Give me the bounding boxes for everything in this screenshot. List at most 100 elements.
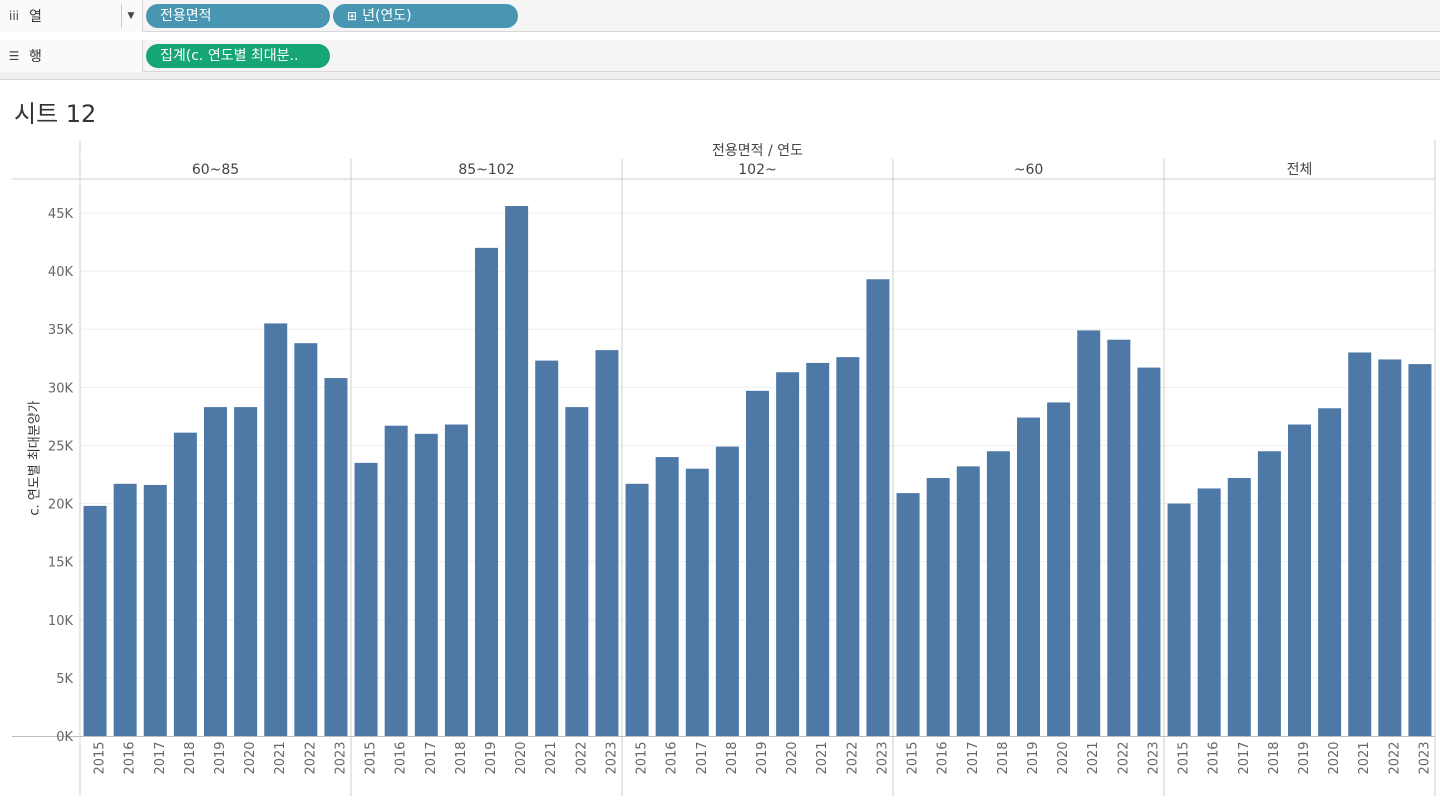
sheet-title: 시트 12 [14, 100, 97, 128]
pill-measure-max-price-label: 집계(c. 연도별 최대분.. [160, 48, 299, 64]
bar [956, 466, 980, 736]
bar [113, 483, 137, 736]
y-tick-label: 40K [48, 265, 74, 280]
y-tick-label: 35K [48, 323, 74, 338]
bar [806, 362, 830, 736]
x-tick-label: 2022 [574, 741, 589, 774]
bar [986, 451, 1010, 736]
bar [1077, 330, 1101, 736]
expand-plus-icon[interactable]: ⊞ [347, 9, 358, 23]
x-tick-label: 2022 [1116, 741, 1131, 774]
x-tick-label: 2022 [303, 741, 318, 774]
bar [1227, 477, 1251, 736]
bar [444, 424, 468, 736]
y-tick-label: 10K [48, 614, 74, 629]
x-tick-label: 2021 [815, 741, 830, 774]
rows-shelf-label[interactable]: ☰ 행 [0, 40, 143, 72]
x-tick-label: 2022 [1387, 741, 1402, 774]
x-tick-label: 2019 [1026, 741, 1041, 774]
bar [324, 378, 348, 736]
x-tick-label: 2023 [1146, 741, 1161, 774]
pill-dimension-area[interactable]: 전용면적 [146, 4, 330, 28]
x-tick-label: 2020 [785, 741, 800, 774]
bar [1348, 352, 1372, 736]
rows-shelf-title: 행 [29, 49, 42, 65]
bar [414, 433, 438, 736]
pill-dimension-area-label: 전용면적 [160, 8, 212, 24]
x-tick-label: 2020 [514, 741, 529, 774]
bar [1047, 402, 1071, 736]
y-tick-label: 20K [48, 498, 74, 513]
bar [475, 247, 498, 736]
columns-shelf: iii 열 ▼ 전용면적 ⊞ 년(연도) [0, 0, 1440, 32]
bar [685, 468, 709, 736]
columns-icon: iii [8, 9, 19, 23]
x-tick-label: 2020 [1056, 741, 1071, 774]
x-tick-label: 2015 [635, 741, 650, 774]
x-tick-label: 2016 [665, 741, 680, 774]
x-tick-label: 2016 [936, 741, 951, 774]
columns-shelf-label[interactable]: iii 열 ▼ [0, 0, 143, 32]
bar [866, 279, 890, 736]
x-tick-label: 2023 [604, 741, 619, 774]
y-tick-label: 0K [56, 730, 73, 745]
y-tick-label: 30K [48, 381, 74, 396]
x-tick-label: 2015 [93, 741, 108, 774]
x-tick-label: 2018 [454, 741, 469, 774]
bar [505, 206, 529, 736]
x-tick-label: 2017 [966, 741, 981, 774]
pill-dimension-year[interactable]: ⊞ 년(연도) [333, 4, 518, 28]
x-tick-label: 2017 [1237, 741, 1252, 774]
x-tick-label: 2017 [695, 741, 710, 774]
y-axis-title: c. 연도별 최대분양가 [28, 400, 43, 515]
bar [1017, 417, 1040, 736]
pill-dimension-year-label: 년(연도) [362, 8, 412, 24]
bar [896, 493, 920, 736]
x-tick-label: 2019 [213, 741, 228, 774]
bar [1257, 451, 1281, 736]
x-tick-label: 2023 [333, 741, 348, 774]
bar [1197, 488, 1221, 736]
x-tick-label: 2018 [1267, 741, 1282, 774]
rows-shelf: ☰ 행 집계(c. 연도별 최대분.. [0, 40, 1440, 72]
bar [1408, 364, 1432, 736]
panel-header: ~60 [1014, 162, 1044, 178]
bar [354, 462, 378, 736]
y-tick-label: 45K [48, 207, 74, 222]
bar [776, 372, 800, 736]
bar [625, 483, 649, 736]
x-tick-label: 2023 [1417, 741, 1432, 774]
panel-header: 60~85 [192, 162, 239, 178]
panel-header: 전체 [1287, 162, 1313, 178]
bar [204, 407, 227, 736]
bar [1378, 359, 1402, 736]
x-tick-label: 2021 [1086, 741, 1101, 774]
pill-measure-max-price[interactable]: 집계(c. 연도별 최대분.. [146, 44, 330, 68]
bar [655, 457, 679, 736]
y-tick-label: 5K [56, 672, 73, 687]
panel-header: 85~102 [458, 162, 514, 178]
x-tick-label: 2021 [544, 741, 559, 774]
columns-shelf-title: 열 [29, 9, 42, 25]
bar [836, 357, 860, 736]
bar [143, 484, 167, 736]
bar [535, 360, 559, 736]
x-tick-label: 2016 [1207, 741, 1222, 774]
bar [1107, 339, 1131, 736]
bar [1318, 408, 1342, 736]
x-tick-label: 2015 [906, 741, 921, 774]
x-tick-label: 2017 [153, 741, 168, 774]
column-header-title: 전용면적 / 연도 [712, 143, 803, 159]
x-tick-label: 2019 [484, 741, 499, 774]
x-tick-label: 2019 [1297, 741, 1312, 774]
x-tick-label: 2015 [364, 741, 379, 774]
x-tick-label: 2016 [394, 741, 409, 774]
bar [234, 407, 258, 736]
x-tick-label: 2021 [273, 741, 288, 774]
chevron-down-icon[interactable]: ▼ [121, 4, 140, 28]
x-tick-label: 2020 [243, 741, 258, 774]
x-tick-label: 2017 [424, 741, 439, 774]
bar [264, 323, 288, 736]
rows-list-icon: ☰ [8, 49, 20, 63]
bar [384, 425, 408, 736]
